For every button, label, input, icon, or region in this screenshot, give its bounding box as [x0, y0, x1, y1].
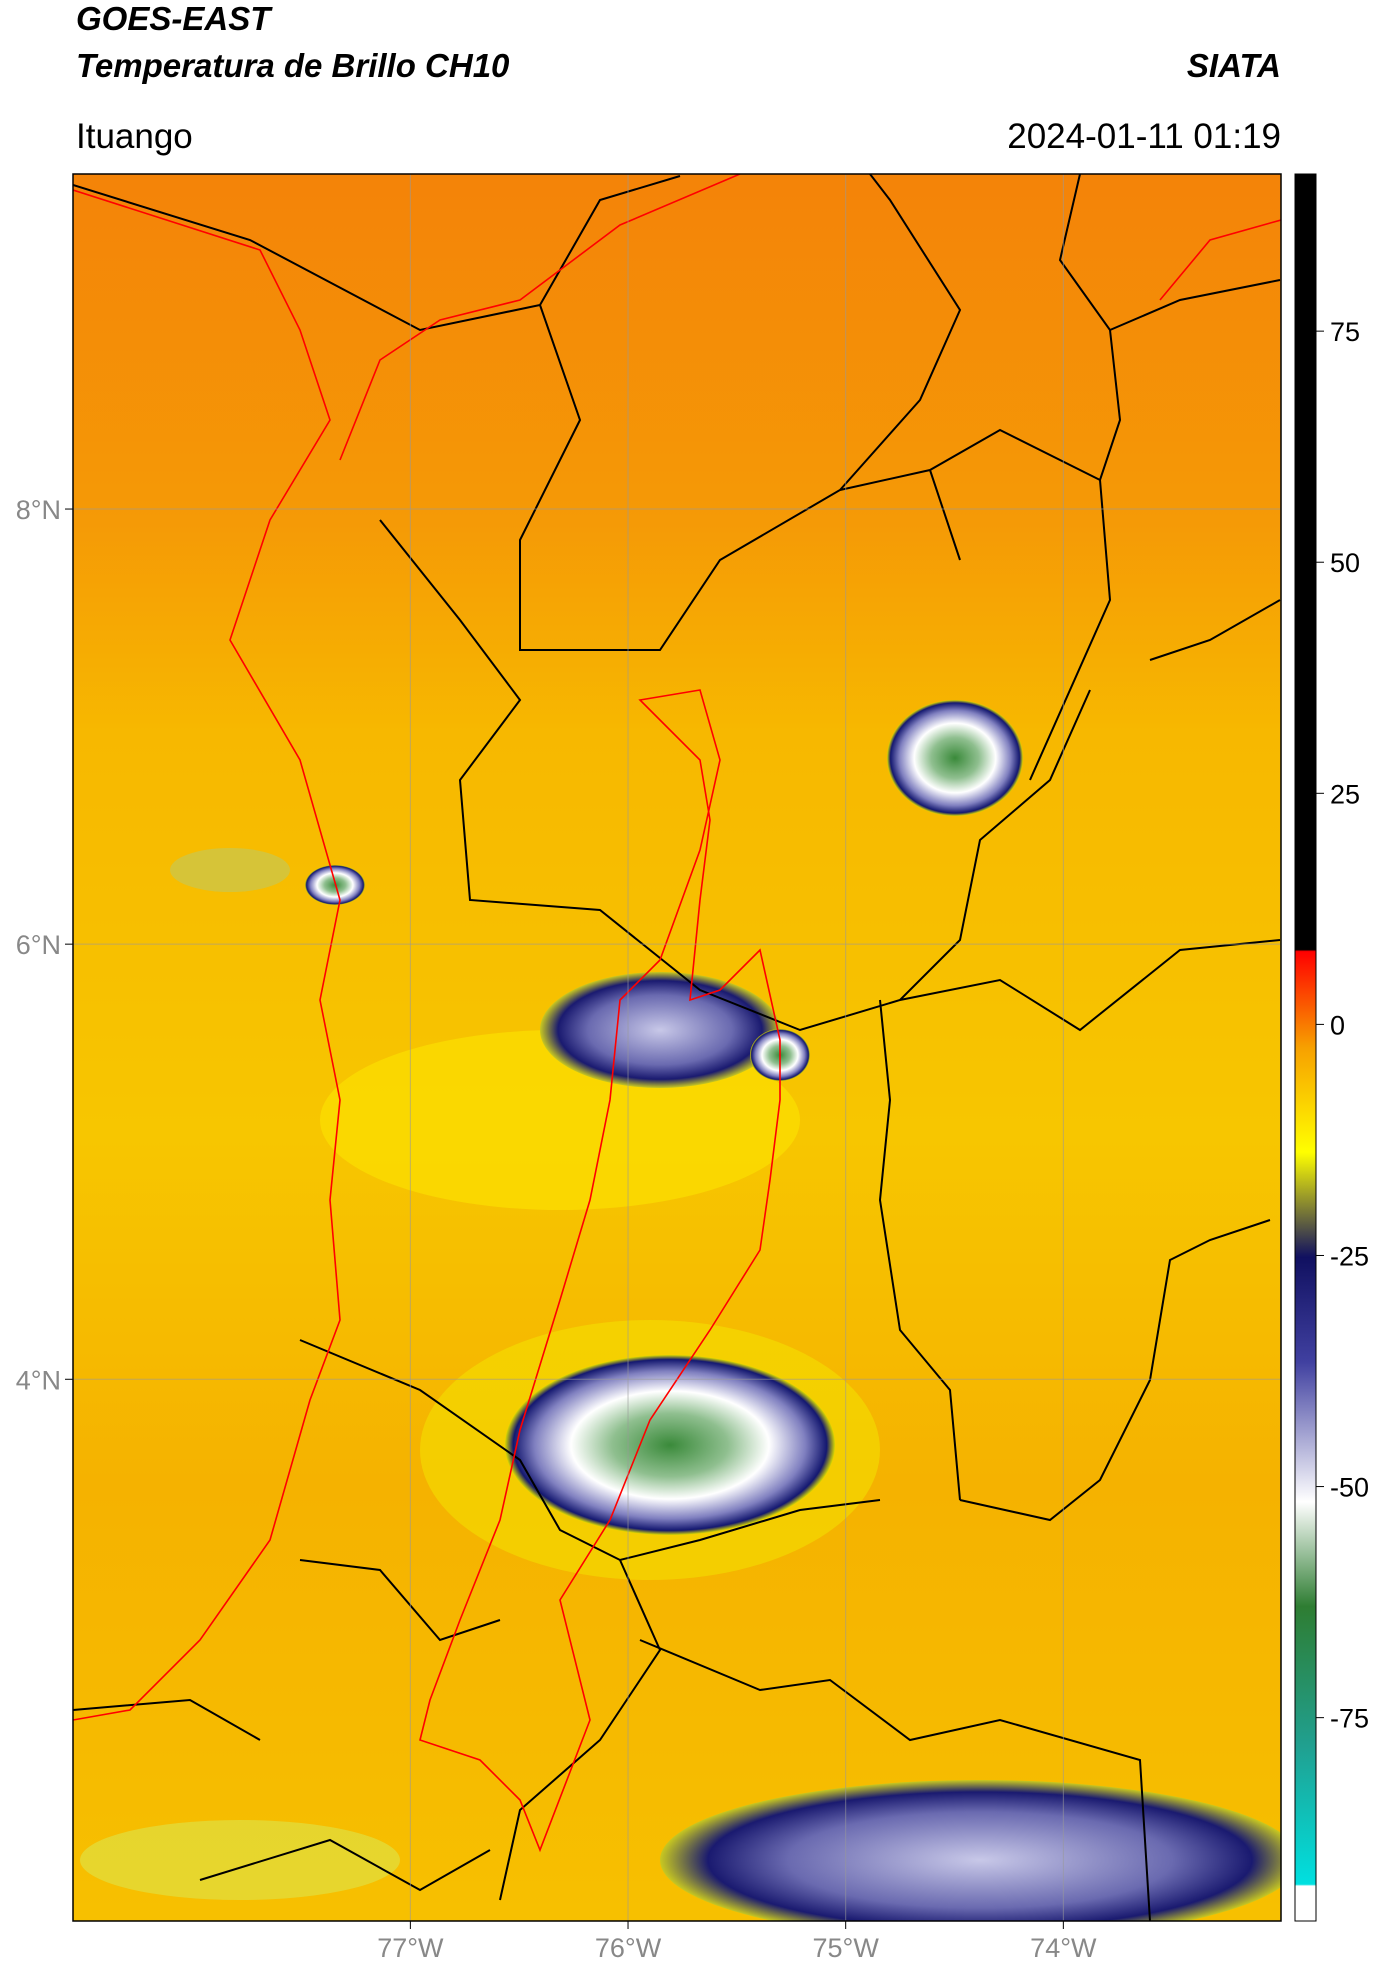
lon-tick-label: 76°W: [595, 1933, 662, 1963]
lon-tick-label: 77°W: [377, 1933, 444, 1963]
colorbar-tick-label: -50: [1330, 1473, 1369, 1503]
subtitle: Temperatura de Brillo CH10: [76, 47, 510, 84]
colorbar-tick-label: -75: [1330, 1704, 1369, 1734]
cloud: [540, 972, 780, 1088]
cloud: [80, 1820, 400, 1900]
cloud: [660, 1780, 1281, 1921]
colorbar-tick-label: 75: [1330, 317, 1360, 347]
cloud: [887, 700, 1023, 816]
lat-tick-label: 8°N: [16, 495, 61, 525]
colorbar-tick-label: -25: [1330, 1241, 1369, 1271]
colorbar-tick-label: 25: [1330, 779, 1360, 809]
cloud: [505, 1355, 835, 1535]
lat-tick-label: 6°N: [16, 930, 61, 960]
labels: 77°W 76°W 75°W 74°W 8°N 6°N 4°N 75 50 25 0 -25 -50 -7…: [16, 317, 1369, 1963]
map-frame: [72, 173, 1282, 1922]
grid: [73, 174, 1281, 1921]
colorbar: [1294, 173, 1317, 1922]
location: Ituango: [76, 117, 193, 156]
title: GOES-EAST: [76, 0, 273, 37]
map-image: [73, 174, 1281, 1921]
colorbar-tick-label: 50: [1330, 548, 1360, 578]
lon-tick-label: 75°W: [813, 1933, 880, 1963]
datetime: 2024-01-11 01:19: [1007, 117, 1281, 156]
lat-tick-label: 4°N: [16, 1365, 61, 1395]
colorbar-tick-label: 0: [1330, 1010, 1345, 1040]
cloud: [170, 848, 290, 892]
source: SIATA: [1187, 47, 1281, 84]
lon-tick-label: 74°W: [1030, 1933, 1097, 1963]
